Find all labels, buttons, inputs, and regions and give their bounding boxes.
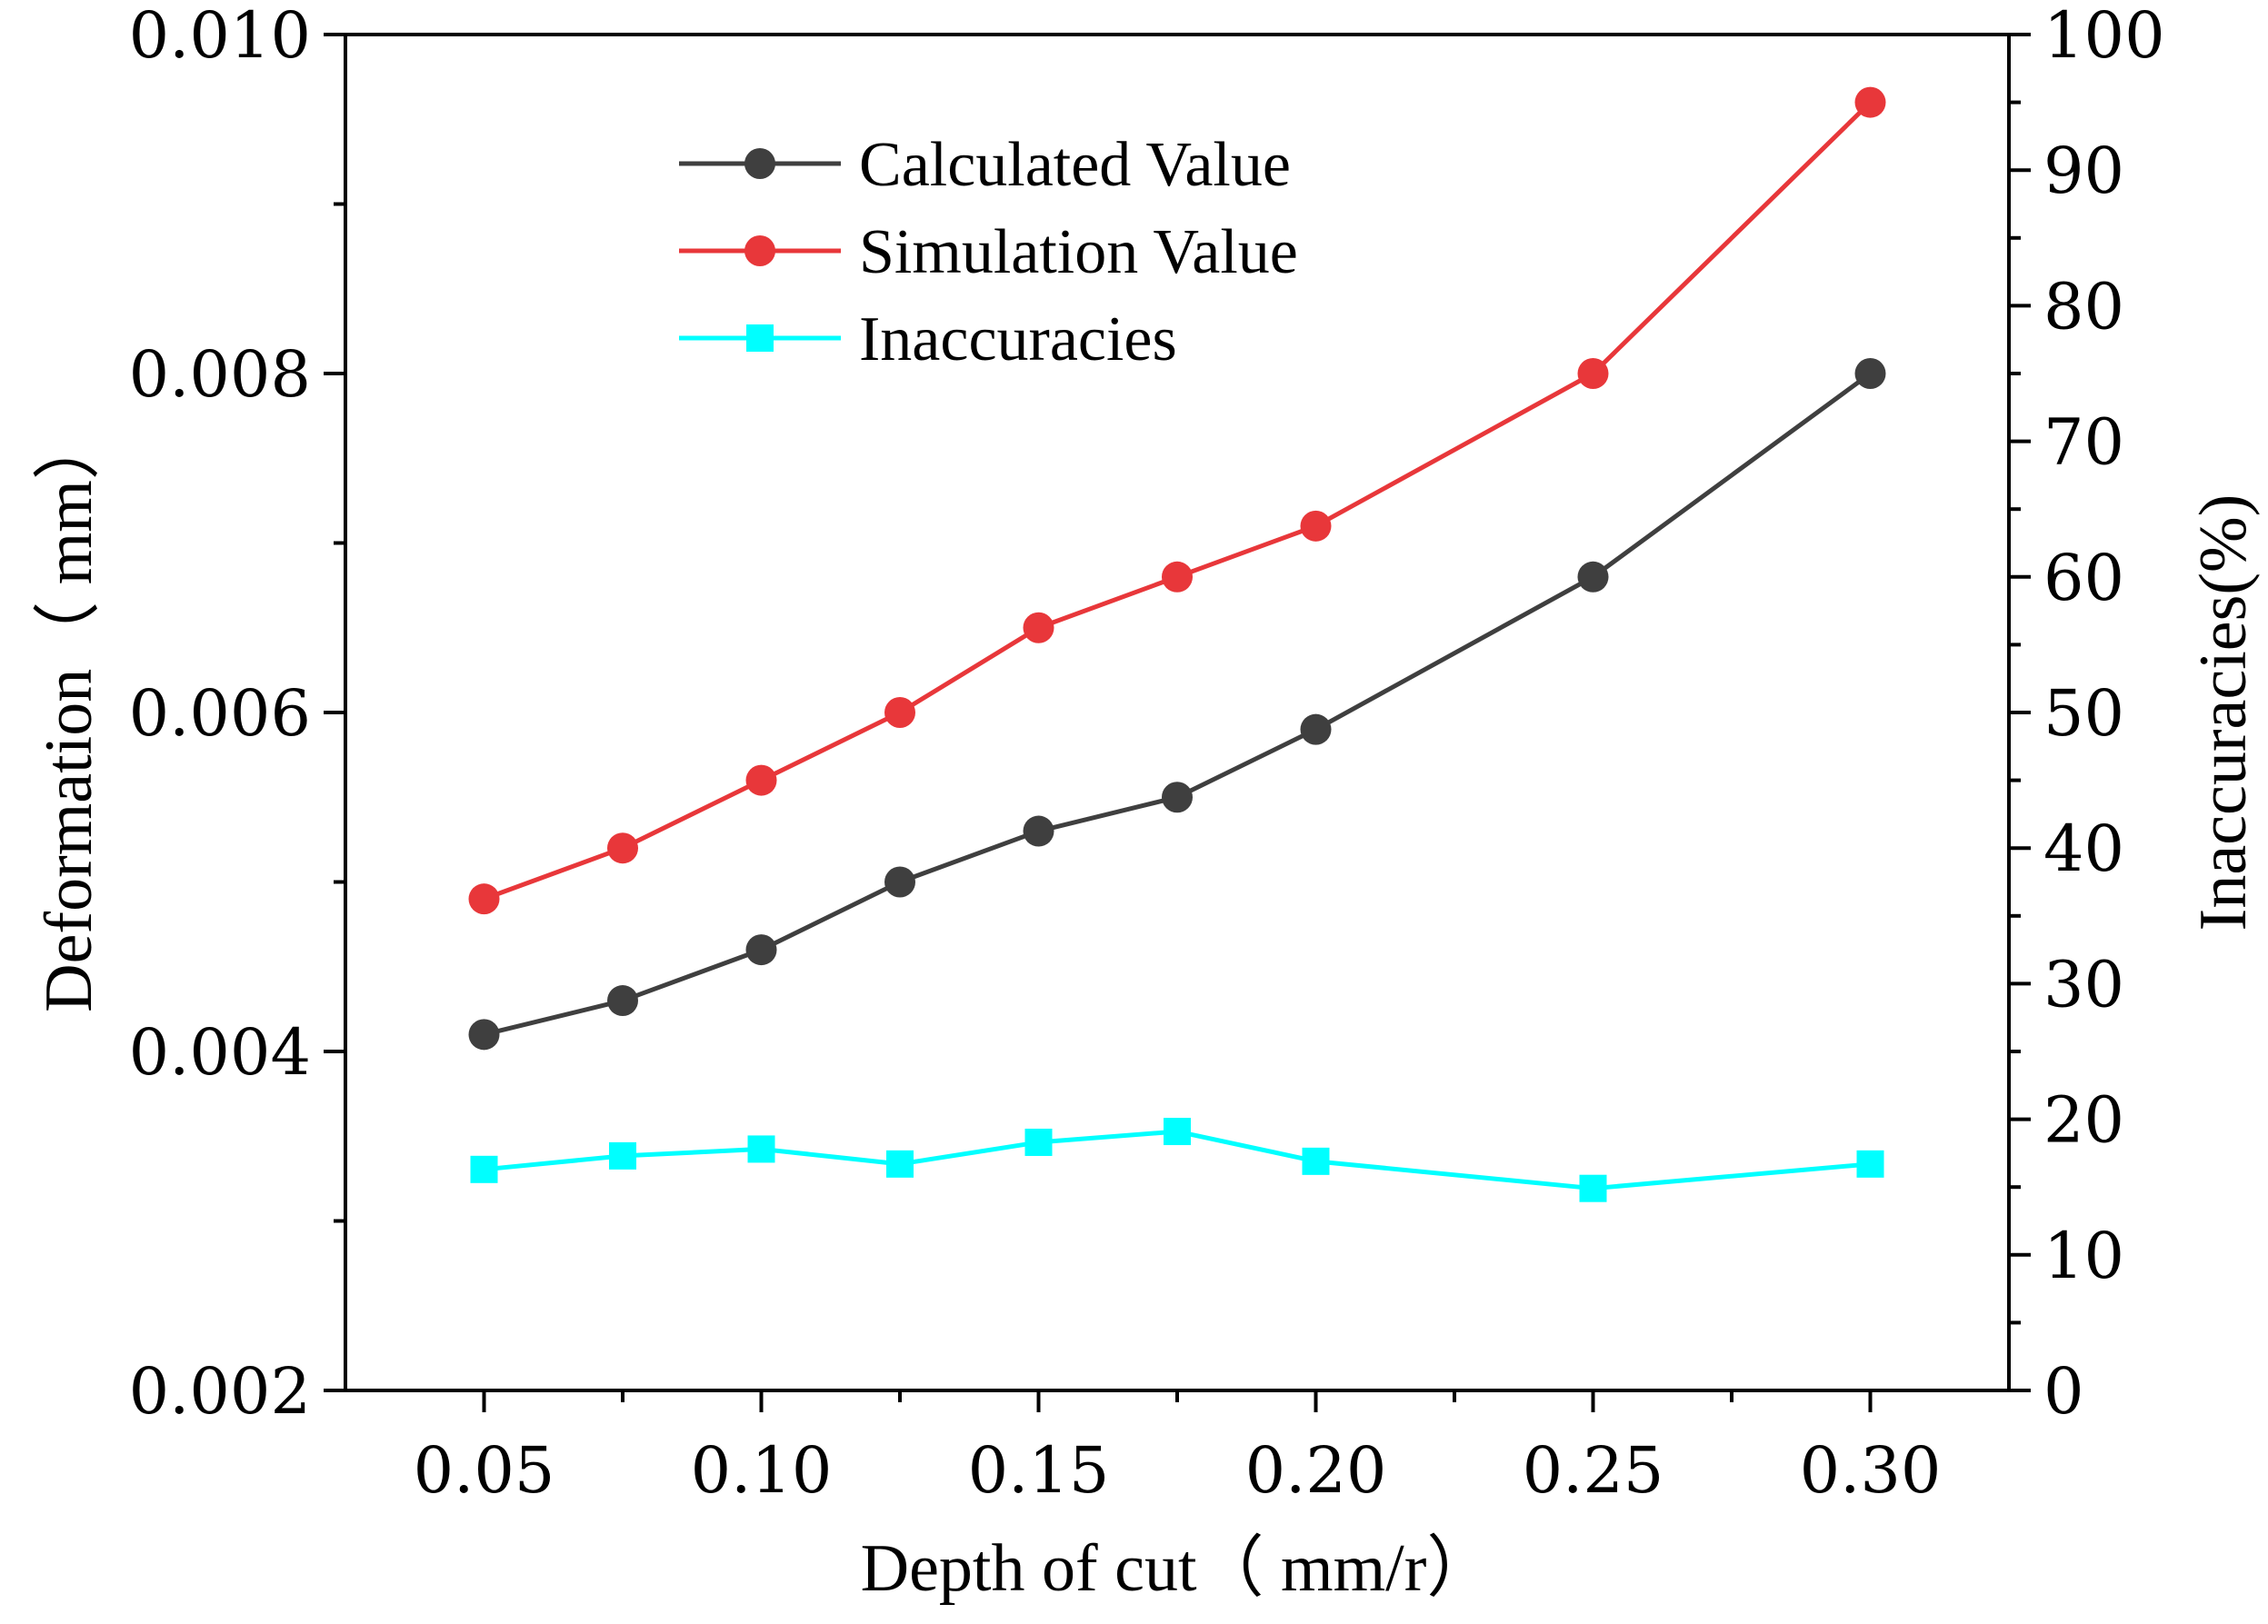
x-tick-label: 0.30 <box>1800 1433 1942 1508</box>
y-tick-label: 0.002 <box>129 1354 311 1429</box>
calculated-value-point <box>884 866 915 898</box>
y-tick-label: 0.010 <box>129 0 311 73</box>
calculated-value-point <box>745 934 777 966</box>
y2-tick-label: 30 <box>2043 947 2124 1021</box>
y2-tick-label: 20 <box>2043 1083 2124 1158</box>
x-tick-label: 0.20 <box>1245 1433 1387 1508</box>
y-axis-title: Deformation（ mm） <box>32 413 106 1012</box>
simulation-value-point <box>1023 612 1054 643</box>
simulation-value-point <box>745 764 777 796</box>
calculated-value-point <box>1300 713 1332 745</box>
legend: Calculated Value Simulation Value Inaccura… <box>679 130 1298 374</box>
legend-label-calculated-value: Calculated Value <box>859 130 1291 200</box>
inaccuracies-point <box>470 1155 498 1183</box>
simulation-value-point <box>1300 510 1332 542</box>
calculated-value-point <box>1854 358 1886 389</box>
calculated-value-point <box>1162 782 1193 813</box>
series-layer <box>468 86 1886 1202</box>
inaccuracies-point <box>609 1141 636 1170</box>
y2-tick-label: 10 <box>2043 1219 2124 1293</box>
legend-label-simulation-value: Simulation Value <box>859 217 1298 287</box>
y2-axis-title: Inaccuracies(%) <box>2186 494 2261 932</box>
inaccuracies-point <box>1024 1128 1053 1156</box>
simulation-value-point <box>1854 86 1886 118</box>
y2-tick-label: 0 <box>2043 1354 2084 1429</box>
x-axis-title: Depth of cut（ mm/r） <box>861 1531 1494 1606</box>
y2-tick-label: 40 <box>2043 812 2124 886</box>
y-tick-label: 0.006 <box>129 676 311 751</box>
inaccuracies-point <box>1579 1174 1607 1202</box>
simulation-value-point <box>1162 561 1193 593</box>
calculated-value-line <box>483 371 1872 1037</box>
inaccuracies-point <box>1164 1118 1191 1146</box>
x-tick-label: 0.25 <box>1523 1433 1664 1508</box>
ticks-layer: 0.05 0.10 0.15 0.20 0.25 0.30 0.002 0.004 0.006 0… <box>129 0 2165 1508</box>
calculated-value-point <box>1577 561 1609 593</box>
y2-tick-label: 90 <box>2043 134 2124 208</box>
calculated-value-point <box>607 985 638 1017</box>
x-tick-label: 0.10 <box>691 1433 833 1508</box>
x-tick-label: 0.15 <box>968 1433 1110 1508</box>
y2-tick-label: 100 <box>2043 0 2165 73</box>
inaccuracies-point <box>1856 1150 1884 1178</box>
legend-marker-simulation-value <box>744 235 775 266</box>
y2-tick-label: 60 <box>2043 541 2124 615</box>
inaccuracies-point <box>886 1150 914 1178</box>
simulation-value-point <box>607 832 638 864</box>
y2-tick-label: 80 <box>2043 269 2124 344</box>
calculated-value-point <box>1023 815 1054 847</box>
simulation-value-point <box>1577 358 1609 389</box>
legend-marker-calculated-value <box>744 148 775 179</box>
simulation-value-point <box>468 883 500 915</box>
inaccuracies-point <box>747 1135 775 1163</box>
y2-tick-label: 50 <box>2043 676 2124 751</box>
legend-label-inaccuracies: Inaccuracies <box>859 304 1177 374</box>
simulation-value-point <box>884 697 915 728</box>
y-tick-label: 0.004 <box>129 1015 311 1090</box>
y-tick-label: 0.008 <box>129 337 311 412</box>
legend-marker-inaccuracies <box>746 324 774 352</box>
y2-tick-label: 70 <box>2043 405 2124 480</box>
inaccuracies-point <box>1302 1147 1330 1175</box>
calculated-value-point <box>468 1019 500 1051</box>
x-tick-label: 0.05 <box>414 1433 555 1508</box>
